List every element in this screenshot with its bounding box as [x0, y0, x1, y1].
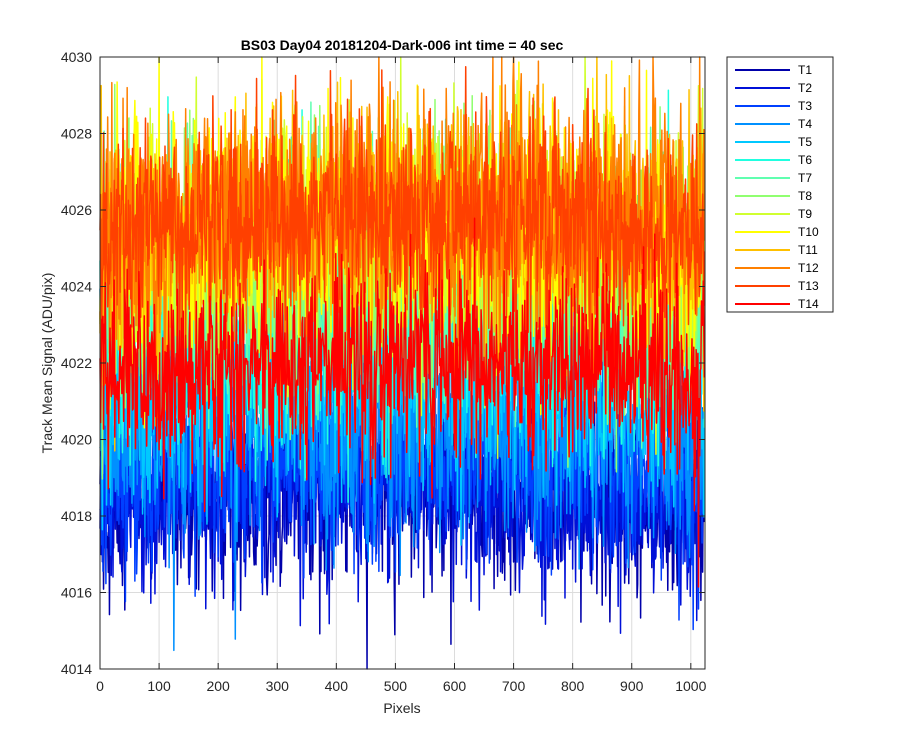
- y-tick-label: 4028: [61, 126, 92, 142]
- y-tick-label: 4026: [61, 202, 92, 218]
- x-tick-label: 500: [384, 678, 408, 694]
- y-tick-label: 4020: [61, 432, 92, 448]
- x-tick-label: 400: [325, 678, 349, 694]
- x-tick-label: 800: [561, 678, 585, 694]
- y-tick-label: 4016: [61, 585, 92, 601]
- series-lines: [99, 56, 706, 670]
- legend-label-t11: T11: [798, 243, 818, 257]
- legend-label-t14: T14: [798, 297, 819, 311]
- legend: T1 T2 T3 T4 T5 T6 T7 T8 T9 T10 T11 T12 T13 T14: [726, 56, 834, 313]
- legend-label-t4: T4: [798, 117, 812, 131]
- legend-label-t13: T13: [798, 279, 819, 293]
- legend-label-t10: T10: [798, 225, 819, 239]
- x-axis-label: Pixels: [383, 700, 420, 716]
- legend-label-t3: T3: [798, 99, 812, 113]
- legend-label-t8: T8: [798, 189, 812, 203]
- x-tick-label: 300: [266, 678, 290, 694]
- series-line-t14: [99, 217, 706, 588]
- legend-box: [726, 56, 834, 313]
- y-tick-label: 4018: [61, 508, 92, 524]
- y-axis-ticks: 4014 4016 4018 4020 4022 4024 4026 4028 4030: [61, 49, 705, 677]
- y-tick-label: 4014: [61, 661, 92, 677]
- legend-label-t9: T9: [798, 207, 812, 221]
- y-tick-label: 4030: [61, 49, 92, 65]
- y-axis-label: Track Mean Signal (ADU/pix): [39, 273, 55, 454]
- x-tick-label: 600: [443, 678, 467, 694]
- legend-label-t2: T2: [798, 81, 812, 95]
- x-tick-label: 200: [206, 678, 230, 694]
- x-axis-ticks: 0 100 200 300 400 500 600 700 800 900 1000: [96, 57, 707, 694]
- x-tick-label: 900: [620, 678, 644, 694]
- x-tick-label: 1000: [675, 678, 706, 694]
- x-tick-label: 100: [147, 678, 171, 694]
- legend-label-t7: T7: [798, 171, 812, 185]
- legend-label-t1: T1: [798, 63, 812, 77]
- chart-title: BS03 Day04 20181204-Dark-006 int time = …: [241, 37, 564, 53]
- y-tick-label: 4022: [61, 355, 92, 371]
- series-line-t12: [99, 56, 706, 427]
- x-tick-label: 0: [96, 678, 104, 694]
- legend-label-t6: T6: [798, 153, 812, 167]
- y-tick-label: 4024: [61, 279, 92, 295]
- legend-label-t12: T12: [798, 261, 819, 275]
- x-tick-label: 700: [502, 678, 526, 694]
- legend-label-t5: T5: [798, 135, 812, 149]
